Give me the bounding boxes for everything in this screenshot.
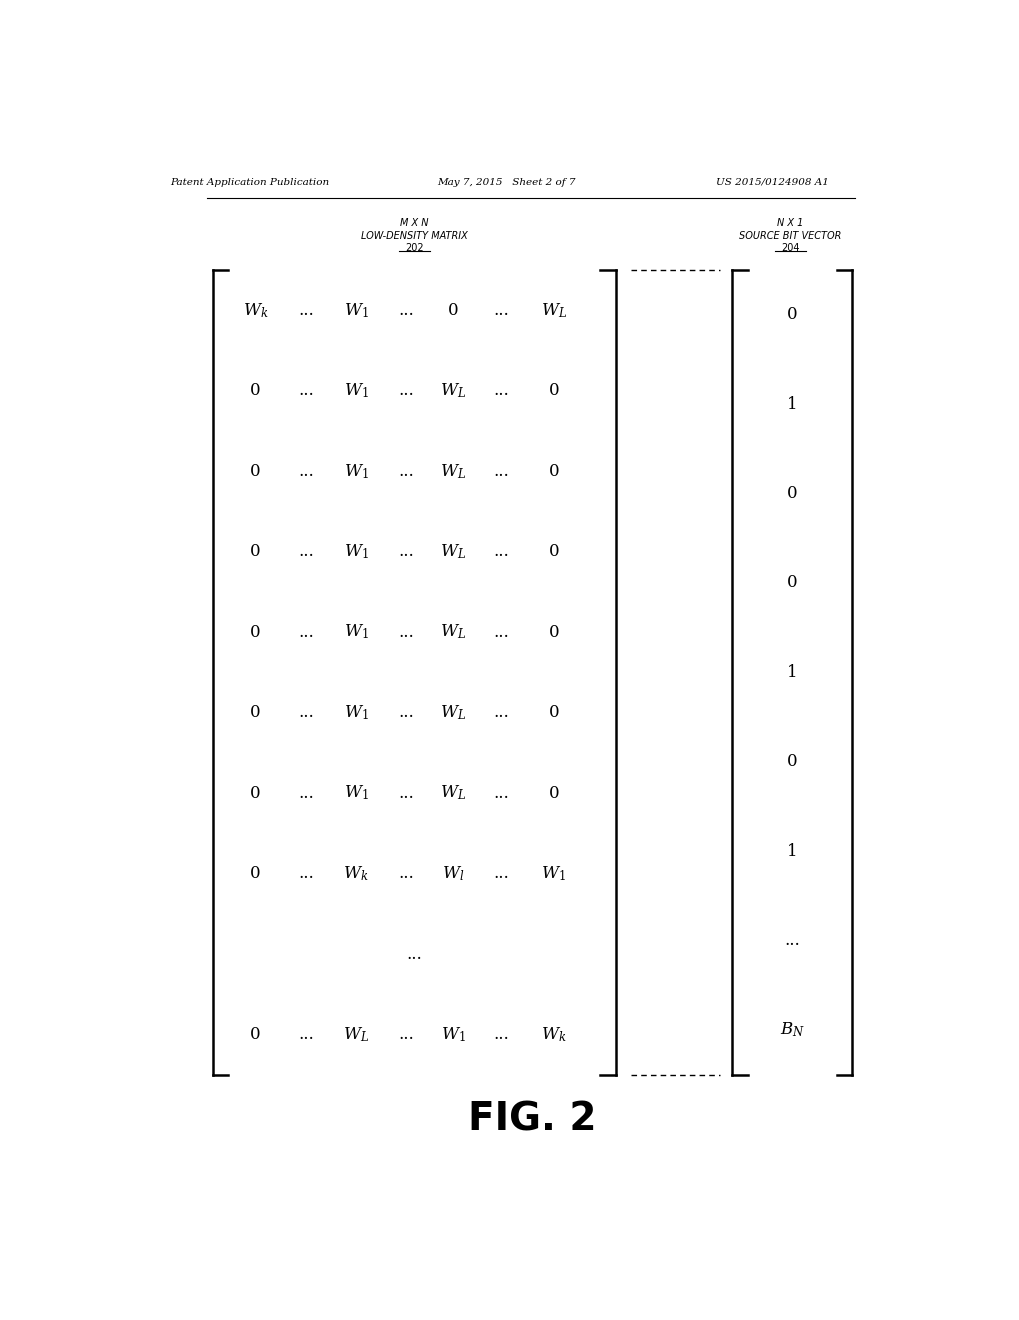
Text: ...: ...: [493, 1026, 508, 1043]
Text: 0: 0: [250, 463, 261, 479]
Text: 0: 0: [548, 784, 558, 801]
Text: $W_k$: $W_k$: [243, 301, 268, 319]
Text: ...: ...: [298, 463, 313, 479]
Text: $W_l$: $W_l$: [441, 865, 464, 883]
Text: ...: ...: [298, 302, 313, 319]
Text: $W_1$: $W_1$: [440, 1026, 465, 1044]
Text: ...: ...: [493, 302, 508, 319]
Text: ...: ...: [298, 704, 313, 721]
Text: ...: ...: [298, 623, 313, 640]
Text: $W_L$: $W_L$: [439, 462, 466, 480]
Text: 0: 0: [250, 704, 261, 721]
Text: ...: ...: [298, 784, 313, 801]
Text: SOURCE BIT VECTOR: SOURCE BIT VECTOR: [738, 231, 841, 240]
Text: ...: ...: [493, 463, 508, 479]
Text: 0: 0: [548, 383, 558, 399]
Text: 0: 0: [250, 543, 261, 560]
Text: 0: 0: [548, 623, 558, 640]
Text: $W_L$: $W_L$: [439, 784, 466, 803]
Text: ...: ...: [298, 543, 313, 560]
Text: $W_1$: $W_1$: [343, 462, 368, 480]
Text: 204: 204: [781, 243, 799, 253]
Text: ...: ...: [398, 383, 414, 399]
Text: 0: 0: [250, 784, 261, 801]
Text: ...: ...: [298, 865, 313, 882]
Text: 1: 1: [786, 842, 797, 859]
Text: 0: 0: [250, 1026, 261, 1043]
Text: ...: ...: [493, 865, 508, 882]
Text: $W_L$: $W_L$: [439, 543, 466, 561]
Text: LOW-DENSITY MATRIX: LOW-DENSITY MATRIX: [361, 231, 467, 240]
Text: $W_1$: $W_1$: [343, 704, 368, 722]
Text: US 2015/0124908 A1: US 2015/0124908 A1: [715, 178, 828, 186]
Text: $W_1$: $W_1$: [343, 301, 368, 319]
Text: ...: ...: [398, 1026, 414, 1043]
Text: 1: 1: [786, 396, 797, 413]
Text: $W_k$: $W_k$: [343, 865, 369, 883]
Text: ...: ...: [493, 383, 508, 399]
Text: 0: 0: [786, 306, 797, 323]
Text: $B_N$: $B_N$: [779, 1020, 804, 1039]
Text: $W_1$: $W_1$: [343, 381, 368, 400]
Text: $W_1$: $W_1$: [343, 784, 368, 803]
Text: 0: 0: [447, 302, 458, 319]
Text: ...: ...: [398, 865, 414, 882]
Text: ...: ...: [398, 463, 414, 479]
Text: 0: 0: [786, 754, 797, 771]
Text: ...: ...: [493, 623, 508, 640]
Text: 0: 0: [786, 574, 797, 591]
Text: $W_1$: $W_1$: [343, 623, 368, 642]
Text: 0: 0: [548, 704, 558, 721]
Text: $W_L$: $W_L$: [342, 1026, 369, 1044]
Text: $W_1$: $W_1$: [541, 865, 566, 883]
Text: Patent Application Publication: Patent Application Publication: [170, 178, 329, 186]
Text: ...: ...: [493, 784, 508, 801]
Text: ...: ...: [398, 302, 414, 319]
Text: $W_L$: $W_L$: [439, 704, 466, 722]
Text: 0: 0: [786, 484, 797, 502]
Text: ...: ...: [398, 704, 414, 721]
Text: ...: ...: [398, 543, 414, 560]
Text: ...: ...: [493, 543, 508, 560]
Text: M X N: M X N: [399, 219, 428, 228]
Text: $W_L$: $W_L$: [439, 381, 466, 400]
Text: 0: 0: [250, 623, 261, 640]
Text: 0: 0: [250, 865, 261, 882]
Text: ...: ...: [406, 945, 422, 962]
Text: $W_L$: $W_L$: [540, 301, 567, 319]
Text: ...: ...: [493, 704, 508, 721]
Text: 0: 0: [250, 383, 261, 399]
Text: ...: ...: [298, 383, 313, 399]
Text: $W_L$: $W_L$: [439, 623, 466, 642]
Text: ...: ...: [398, 623, 414, 640]
Text: 1: 1: [786, 664, 797, 681]
Text: 0: 0: [548, 463, 558, 479]
Text: ...: ...: [784, 932, 799, 949]
Text: May 7, 2015   Sheet 2 of 7: May 7, 2015 Sheet 2 of 7: [437, 178, 576, 186]
Text: $W_1$: $W_1$: [343, 543, 368, 561]
Text: N X 1: N X 1: [776, 219, 803, 228]
Text: 0: 0: [548, 543, 558, 560]
Text: FIG. 2: FIG. 2: [468, 1101, 596, 1138]
Text: 202: 202: [405, 243, 423, 253]
Text: $W_k$: $W_k$: [540, 1026, 566, 1044]
Text: ...: ...: [398, 784, 414, 801]
Text: ...: ...: [298, 1026, 313, 1043]
